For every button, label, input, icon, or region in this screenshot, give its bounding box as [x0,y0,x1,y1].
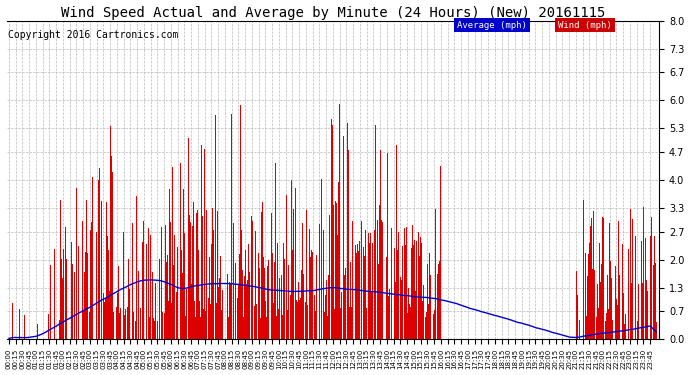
Text: Average (mph): Average (mph) [457,21,527,30]
Title: Wind Speed Actual and Average by Minute (24 Hours) (New) 20161115: Wind Speed Actual and Average by Minute … [61,6,605,20]
Text: Copyright 2016 Cartronics.com: Copyright 2016 Cartronics.com [8,30,179,40]
Text: Wind (mph): Wind (mph) [558,21,612,30]
